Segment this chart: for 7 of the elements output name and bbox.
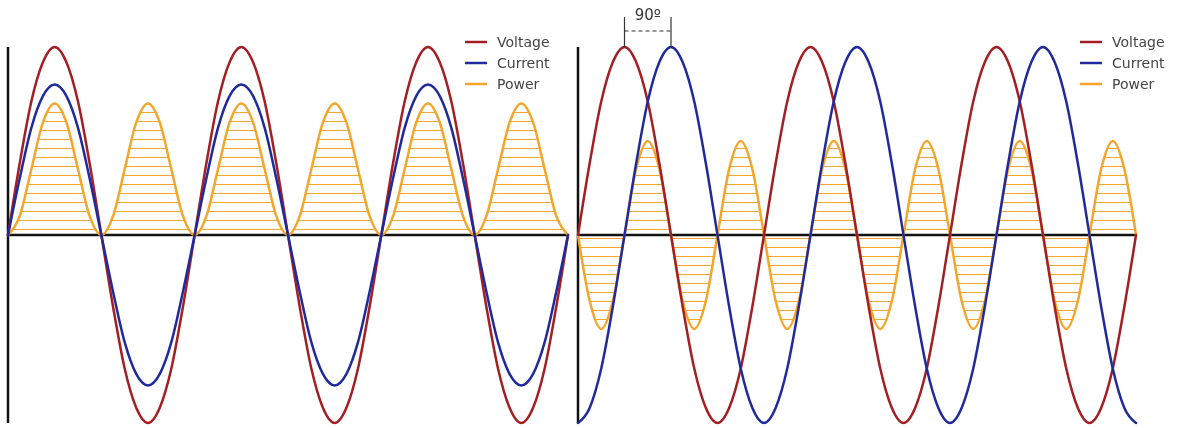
legend-label: Current: [497, 55, 551, 71]
legend-label: Current: [1112, 55, 1166, 71]
legend-label: Power: [497, 76, 540, 92]
legend-label: Voltage: [1112, 34, 1165, 50]
legend-label: Power: [1112, 76, 1155, 92]
legend-label: Voltage: [497, 34, 550, 50]
text: 90º: [634, 6, 661, 24]
